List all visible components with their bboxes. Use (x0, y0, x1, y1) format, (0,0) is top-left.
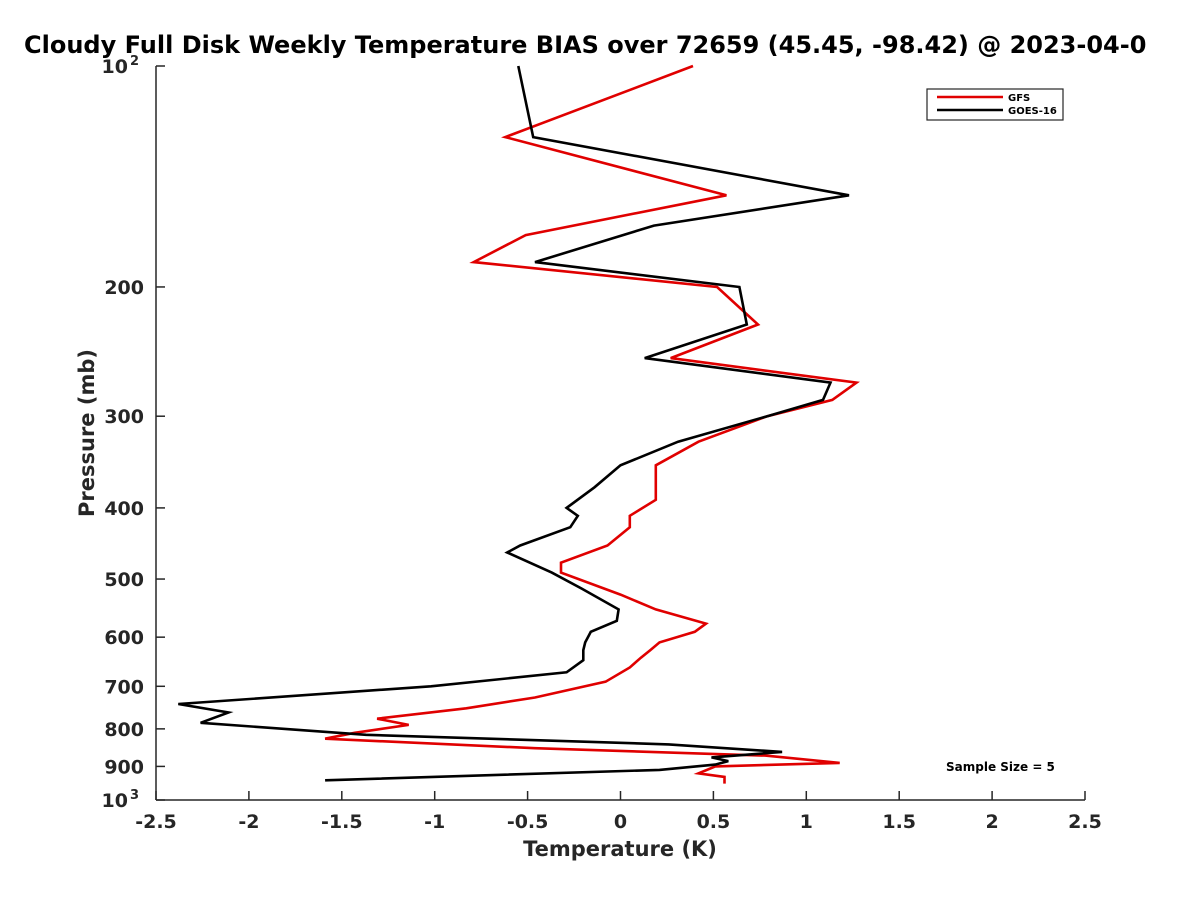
sample-size-annotation: Sample Size = 5 (946, 760, 1055, 774)
y-tick-label: 10 (102, 790, 128, 812)
y-tick-exponent: 3 (130, 788, 139, 803)
legend-label-gfs: GFS (1008, 93, 1030, 104)
x-tick-label: 2.5 (1068, 811, 1102, 833)
series-group (178, 64, 860, 784)
x-tick-label: 0.5 (697, 811, 731, 833)
legend-box (926, 88, 1064, 121)
chart-title: Cloudy Full Disk Weekly Temperature BIAS… (24, 31, 1147, 59)
x-tick-label: -1.5 (321, 811, 363, 833)
series-line-goes-16 (178, 65, 850, 782)
x-tick-label: -1 (424, 811, 445, 833)
y-axis-label: Pressure (mb) (75, 349, 99, 517)
axes: -2.5 -2 -1.5 -1 -0.5 0 0.5 1 1.5 2 2.510 2200300400… (102, 54, 1102, 833)
legend-label-goes-16: GOES-16 (1008, 106, 1057, 117)
y-tick-label: 300 (104, 406, 144, 428)
x-tick-label: -2 (238, 811, 259, 833)
y-tick-label: 800 (104, 719, 144, 741)
y-tick-label: 900 (104, 756, 144, 778)
x-tick-label: -0.5 (507, 811, 549, 833)
y-tick-label: 200 (104, 277, 144, 299)
x-tick-label: 1.5 (882, 811, 916, 833)
x-tick-label: 1 (800, 811, 813, 833)
legend: GFS GOES-16 (926, 88, 1064, 121)
x-tick-label: 0 (614, 811, 627, 833)
y-tick-label: 700 (104, 676, 144, 698)
y-tick-label: 600 (104, 627, 144, 649)
x-axis-label: Temperature (K) (523, 837, 717, 861)
y-tick-label: 500 (104, 569, 144, 591)
y-tick-label: 10 (102, 56, 128, 78)
series-line-gfs (324, 64, 860, 784)
y-tick-exponent: 2 (130, 54, 139, 69)
y-tick-label: 400 (104, 498, 144, 520)
x-tick-label: -2.5 (135, 811, 177, 833)
x-tick-label: 2 (985, 811, 998, 833)
